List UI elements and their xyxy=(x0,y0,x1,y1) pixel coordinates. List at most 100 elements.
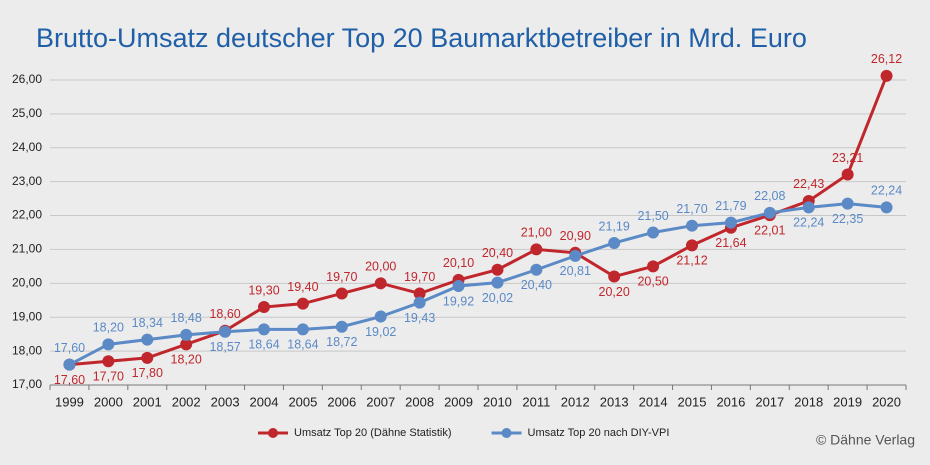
legend-label: Umsatz Top 20 (Dähne Statistik) xyxy=(294,427,452,439)
data-label: 18,72 xyxy=(326,335,357,349)
data-label: 20,10 xyxy=(443,256,474,270)
x-tick-label: 2002 xyxy=(172,394,201,409)
data-point xyxy=(686,219,698,232)
data-label: 17,80 xyxy=(132,366,163,380)
data-label: 18,57 xyxy=(209,340,240,354)
x-tick-label: 2010 xyxy=(483,394,512,409)
data-label: 21,12 xyxy=(676,254,707,268)
data-point xyxy=(452,280,465,293)
y-tick-label: 18,00 xyxy=(12,343,42,357)
data-point xyxy=(219,325,232,338)
chart-title: Brutto-Umsatz deutscher Top 20 Baumarktb… xyxy=(36,23,807,53)
x-tick-label: 2018 xyxy=(794,394,823,409)
data-label: 20,50 xyxy=(637,275,668,289)
data-label: 20,90 xyxy=(560,229,591,243)
data-label: 22,24 xyxy=(871,184,902,198)
data-point xyxy=(724,216,737,229)
data-label: 20,81 xyxy=(560,264,591,278)
data-point xyxy=(296,297,309,310)
y-tick-label: 20,00 xyxy=(12,275,42,289)
data-label: 19,70 xyxy=(404,270,435,284)
data-point xyxy=(258,301,270,314)
data-point xyxy=(102,355,115,368)
data-point xyxy=(413,287,426,300)
data-point xyxy=(841,168,854,181)
x-tick-label: 2016 xyxy=(716,394,745,409)
x-tick-label: 1999 xyxy=(55,394,84,409)
data-label: 18,48 xyxy=(171,311,202,325)
data-label: 20,40 xyxy=(521,278,552,292)
data-label: 18,64 xyxy=(287,338,318,352)
series-line xyxy=(69,75,888,367)
data-point xyxy=(841,197,854,210)
x-tick-label: 2012 xyxy=(561,394,590,409)
data-label: 21,50 xyxy=(637,209,668,223)
x-tick-label: 2017 xyxy=(755,394,784,409)
y-tick-label: 19,00 xyxy=(12,309,42,323)
data-point xyxy=(102,338,115,351)
data-point xyxy=(608,270,621,283)
data-label: 18,64 xyxy=(248,338,279,352)
data-point xyxy=(880,69,893,82)
data-label: 21,64 xyxy=(715,236,746,250)
data-label: 20,02 xyxy=(482,291,513,305)
x-tick-label: 2015 xyxy=(678,394,707,409)
x-tick-label: 2020 xyxy=(872,394,901,409)
x-tick-label: 2009 xyxy=(444,394,473,409)
x-tick-label: 2011 xyxy=(522,394,550,409)
data-point xyxy=(374,277,387,290)
data-label: 19,40 xyxy=(287,280,318,294)
data-point xyxy=(413,296,426,309)
data-label: 26,12 xyxy=(871,52,902,66)
data-point xyxy=(763,206,776,219)
data-point xyxy=(258,323,270,336)
data-label: 22,24 xyxy=(793,216,824,230)
y-tick-label: 21,00 xyxy=(12,242,42,256)
data-point xyxy=(374,310,387,323)
x-tick-label: 2013 xyxy=(600,394,629,409)
data-point xyxy=(180,338,193,351)
data-label: 22,01 xyxy=(754,223,785,237)
x-tick-label: 2000 xyxy=(94,394,123,409)
data-label: 19,92 xyxy=(443,294,474,308)
x-tick-label: 2019 xyxy=(833,394,862,409)
y-tick-label: 26,00 xyxy=(12,72,42,86)
data-point xyxy=(647,260,660,273)
data-point xyxy=(296,323,309,336)
x-tick-label: 2014 xyxy=(639,394,668,409)
data-point xyxy=(491,276,504,289)
legend-marker xyxy=(501,428,512,438)
x-tick-label: 2004 xyxy=(250,394,279,409)
y-tick-label: 24,00 xyxy=(12,140,42,154)
data-label: 22,08 xyxy=(754,189,785,203)
x-tick-label: 2003 xyxy=(211,394,240,409)
data-label: 20,40 xyxy=(482,246,513,260)
x-tick-label: 2005 xyxy=(288,394,317,409)
data-label: 18,60 xyxy=(209,307,240,321)
data-point xyxy=(686,239,698,252)
data-point xyxy=(335,287,348,300)
series-line xyxy=(68,202,887,366)
data-point xyxy=(335,320,348,333)
data-point xyxy=(141,333,154,346)
data-label: 22,35 xyxy=(832,212,863,226)
data-point xyxy=(491,263,504,276)
data-label: 18,20 xyxy=(171,353,202,367)
data-point xyxy=(530,243,543,256)
legend-label: Umsatz Top 20 nach DIY-VPI xyxy=(528,427,670,439)
data-point xyxy=(608,236,621,249)
data-point xyxy=(802,201,815,214)
data-point xyxy=(141,351,154,364)
x-tick-label: 2001 xyxy=(133,394,162,409)
data-label: 21,00 xyxy=(521,226,552,240)
data-label: 21,79 xyxy=(715,199,746,213)
data-point xyxy=(180,328,193,341)
data-label: 19,70 xyxy=(326,270,357,284)
data-label: 18,34 xyxy=(132,316,163,330)
data-label: 21,70 xyxy=(676,202,707,216)
x-tick-label: 2006 xyxy=(327,394,356,409)
data-point xyxy=(880,201,893,214)
y-tick-label: 22,00 xyxy=(12,208,42,222)
